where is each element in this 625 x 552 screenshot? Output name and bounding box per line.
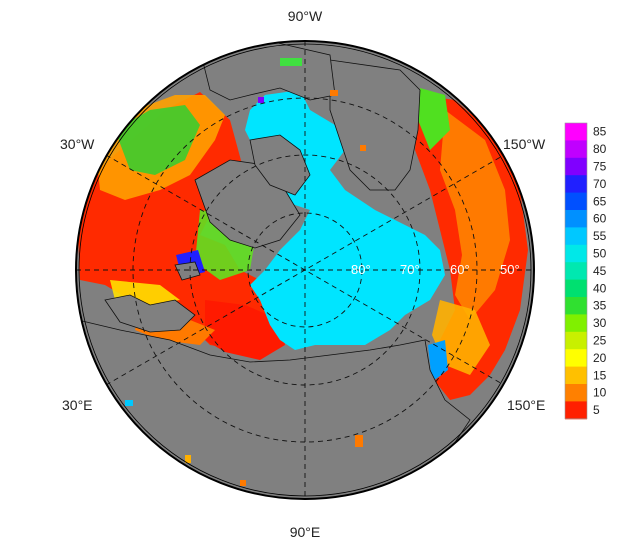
- data-spot: [125, 400, 133, 406]
- graticule: [76, 41, 534, 499]
- data-spot: [185, 455, 191, 463]
- longitude-label-lower-right: 150°E: [507, 397, 545, 413]
- colorbar-tick-label: 30: [593, 316, 607, 330]
- data-spot: [360, 145, 366, 151]
- colorbar-swatch: [565, 331, 587, 350]
- colorbar-swatch: [565, 140, 587, 159]
- land-canadian-archipelago: [249, 134, 311, 196]
- data-region-labrador-green: [115, 105, 200, 175]
- colorbar-tick-label: 85: [593, 125, 607, 139]
- data-region-alaska-green: [418, 88, 450, 150]
- colorbar-swatch: [565, 314, 587, 333]
- colorbar-tick-label: 75: [593, 160, 607, 174]
- latitude-label-70: 70°: [400, 262, 420, 277]
- colorbar-tick-label: 55: [593, 229, 607, 243]
- map-border-inner: [78, 43, 532, 497]
- colorbar-swatch: [565, 227, 587, 246]
- colorbar-swatch: [565, 279, 587, 298]
- colorbar-tick-label: 50: [593, 247, 607, 261]
- colorbar-tick-label: 15: [593, 368, 607, 382]
- colorbar-tick-label: 25: [593, 334, 607, 348]
- colorbar-tick-label: 60: [593, 212, 607, 226]
- land-scandinavia: [104, 294, 196, 333]
- colorbar-tick-label: 65: [593, 194, 607, 208]
- longitude-label-top: 90°W: [288, 8, 323, 24]
- colorbar-tick-label: 10: [593, 386, 607, 400]
- land-iceland: [174, 261, 201, 281]
- data-spot: [330, 90, 338, 96]
- colorbar-swatch: [565, 192, 587, 211]
- data-region-pacific-orange: [440, 110, 510, 320]
- colorbar-tick-label: 35: [593, 299, 607, 313]
- colorbar-swatch: [565, 157, 587, 176]
- data-spot: [240, 480, 246, 486]
- colorbar-swatch: [565, 262, 587, 281]
- data-region-okhotsk-blue: [428, 340, 448, 382]
- latitude-circle-80: [247, 212, 363, 328]
- map-border: [75, 40, 535, 500]
- land-alaska: [329, 59, 421, 191]
- data-region-barents-red: [205, 300, 285, 360]
- colorbar-tick-label: 45: [593, 264, 607, 278]
- colorbar-swatch: [565, 123, 587, 141]
- colorbar-swatch: [565, 349, 587, 368]
- colorbar-tick-label: 40: [593, 281, 607, 295]
- colorbar-tick-label: 70: [593, 177, 607, 191]
- colorbar: 85 80 75 70 65 60 55 50 45 40 35 30 25 20 15 10 5: [564, 122, 607, 420]
- longitude-label-lower-left: 30°E: [62, 397, 93, 413]
- longitude-label-upper-left: 30°W: [60, 136, 95, 152]
- longitude-label-upper-right: 150°W: [503, 136, 546, 152]
- colorbar-swatch: [565, 244, 587, 263]
- colorbar-tick-label: 20: [593, 351, 607, 365]
- latitude-label-50: 50°: [500, 262, 520, 277]
- colorbar-swatch: [565, 366, 587, 385]
- longitude-label-bottom: 90°E: [290, 524, 321, 540]
- colorbar-tick-label: 80: [593, 142, 607, 156]
- latitude-label-60: 60°: [450, 262, 470, 277]
- latitude-label-80: 80°: [351, 262, 371, 277]
- colorbar-swatch: [565, 384, 587, 402]
- data-spot: [280, 58, 302, 66]
- colorbar-frame: [564, 122, 588, 420]
- colorbar-swatch: [565, 297, 587, 315]
- colorbar-swatch: [565, 175, 587, 194]
- colorbar-swatch: [565, 401, 587, 420]
- data-spot: [355, 435, 363, 447]
- land-north-america: [199, 41, 336, 101]
- colorbar-swatch: [565, 210, 587, 228]
- colorbar-tick-label: 5: [593, 403, 600, 417]
- data-spot: [258, 97, 264, 103]
- hudson-bay-ice: [265, 92, 305, 130]
